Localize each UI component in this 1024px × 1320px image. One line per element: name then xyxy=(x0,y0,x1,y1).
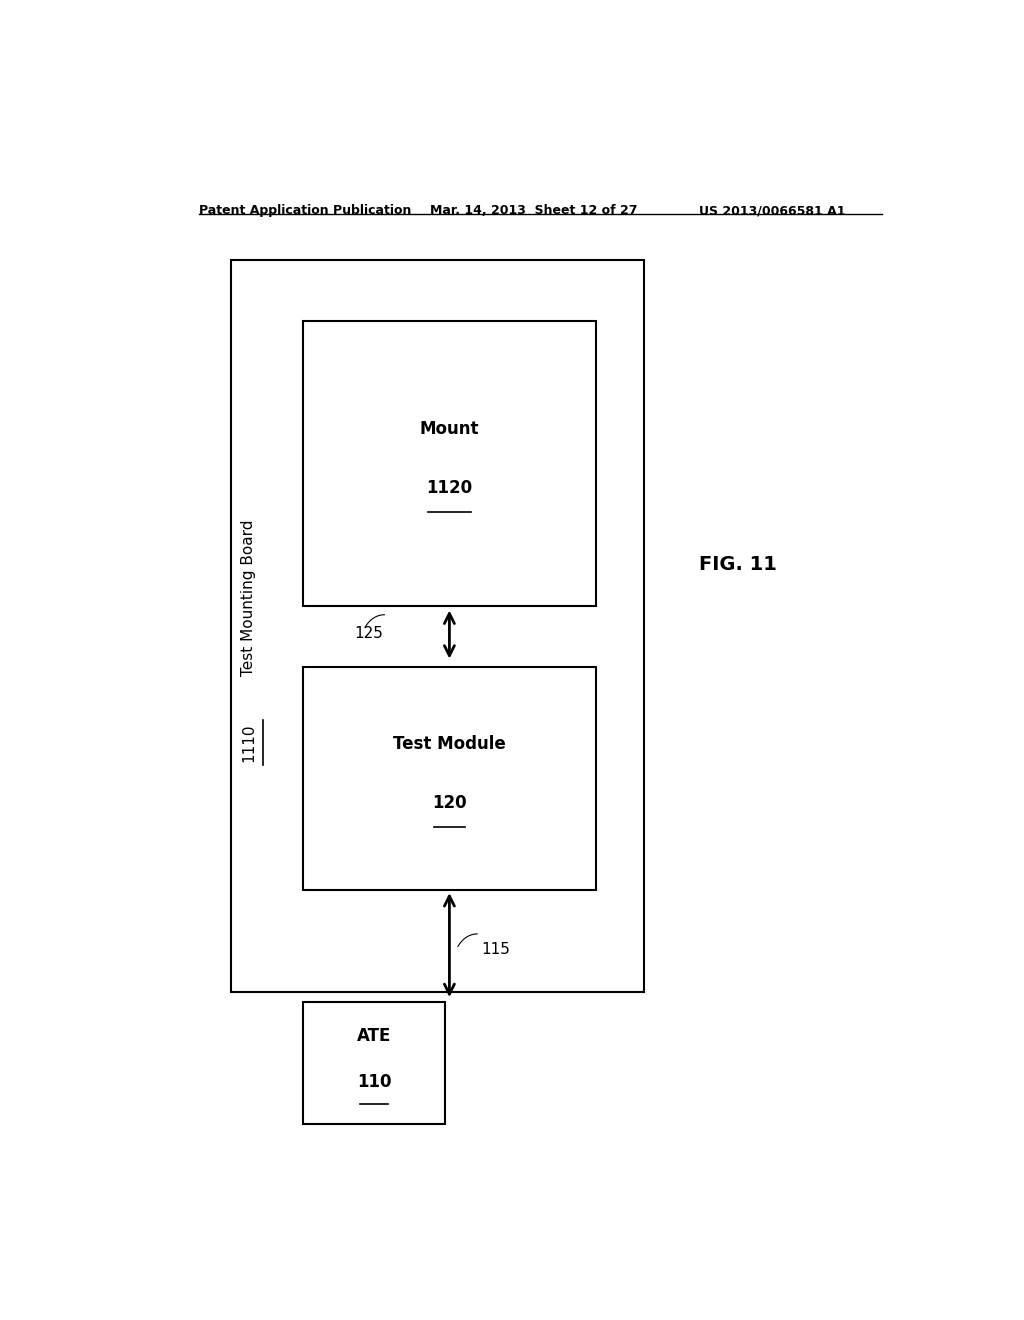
Text: 1120: 1120 xyxy=(426,479,472,496)
Text: 115: 115 xyxy=(481,941,510,957)
Text: Test Module: Test Module xyxy=(393,735,506,752)
Text: Mount: Mount xyxy=(420,420,479,438)
Text: 125: 125 xyxy=(354,626,383,640)
Bar xyxy=(303,321,596,606)
Text: Patent Application Publication: Patent Application Publication xyxy=(200,205,412,216)
Bar xyxy=(303,667,596,890)
Text: US 2013/0066581 A1: US 2013/0066581 A1 xyxy=(699,205,846,216)
Text: Test Mounting Board: Test Mounting Board xyxy=(241,515,256,676)
Text: FIG. 11: FIG. 11 xyxy=(699,556,777,574)
Text: Mar. 14, 2013  Sheet 12 of 27: Mar. 14, 2013 Sheet 12 of 27 xyxy=(430,205,637,216)
Text: ATE: ATE xyxy=(356,1027,391,1044)
Bar xyxy=(303,1002,445,1125)
Bar xyxy=(231,260,644,991)
Text: 120: 120 xyxy=(432,793,467,812)
Text: 110: 110 xyxy=(356,1073,391,1092)
Text: 1110: 1110 xyxy=(241,723,256,762)
